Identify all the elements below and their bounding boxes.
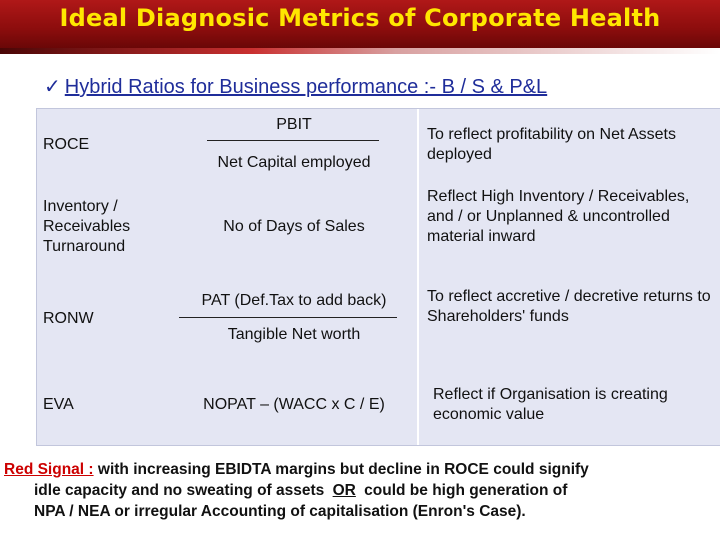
formula: No of Days of Sales	[223, 218, 365, 235]
metric-description: To reflect accretive / decretive returns…	[427, 288, 711, 325]
formula-numerator: PAT (Def.Tax to add back)	[201, 292, 387, 309]
column-divider	[417, 109, 419, 445]
title-divider	[0, 48, 720, 54]
formula-denominator: Tangible Net worth	[227, 326, 361, 343]
metric-description: To reflect profitability on Net Assets d…	[427, 126, 676, 163]
metric-name: RONW	[43, 310, 94, 327]
metric-description: Reflect if Organisation is creating econ…	[433, 386, 668, 423]
formula: NOPAT – (WACC x C / E)	[203, 396, 385, 413]
page-title: Ideal Diagnosic Metrics of Corporate Hea…	[59, 4, 661, 32]
metric-name: EVA	[43, 396, 74, 413]
title-bar: Ideal Diagnosic Metrics of Corporate Hea…	[0, 0, 720, 48]
metric-name: ROCE	[43, 136, 90, 153]
subtitle: ✓ Hybrid Ratios for Business performance …	[44, 74, 547, 99]
fraction-bar	[207, 140, 379, 141]
checkmark-icon: ✓	[44, 76, 61, 98]
formula-denominator: Net Capital employed	[217, 154, 371, 171]
metric-description: Reflect High Inventory / Receivables, an…	[427, 188, 690, 245]
footer-line-2a: idle capacity and no sweating of assets	[34, 482, 325, 499]
footer-line-2b: could be high generation of	[364, 482, 568, 499]
footer-line-3: NPA / NEA or irregular Accounting of cap…	[34, 503, 526, 520]
fraction-bar	[179, 317, 397, 318]
footer-line-1: with increasing EBIDTA margins but decli…	[97, 461, 589, 478]
metrics-table: ROCE PBIT Net Capital employed To reflec…	[36, 108, 720, 446]
red-signal-label: Red Signal :	[4, 461, 94, 478]
subtitle-text: Hybrid Ratios for Business performance :…	[64, 76, 548, 98]
footer-or: OR	[332, 482, 356, 499]
metric-name: Inventory / Receivables Turnaround	[43, 198, 131, 255]
formula-numerator: PBIT	[276, 116, 312, 133]
